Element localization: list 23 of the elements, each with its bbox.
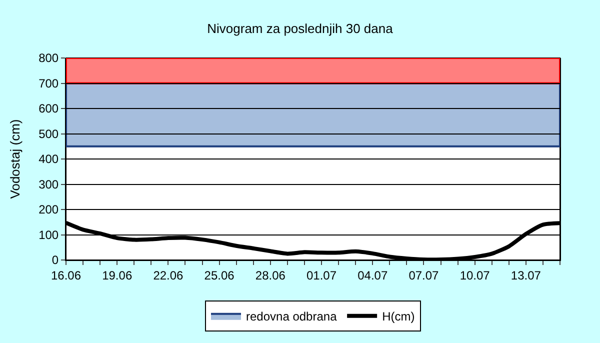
y-tick-label: 400 xyxy=(38,152,59,166)
y-tick-label: 500 xyxy=(38,126,59,141)
y-tick-label: 300 xyxy=(38,177,59,192)
x-tick-label: 07.07 xyxy=(408,268,440,282)
x-tick-label: 04.07 xyxy=(358,268,388,282)
x-tick-label: 25.06 xyxy=(204,268,235,282)
y-tick-label: 700 xyxy=(38,76,59,90)
x-tick-label: 16.06 xyxy=(50,268,82,282)
y-tick-label: 0 xyxy=(52,253,59,268)
x-tick-label: 13.07 xyxy=(510,268,542,282)
chart-title: Nivogram za poslednjih 30 dana xyxy=(207,21,394,36)
y-tick-label: 100 xyxy=(38,228,59,242)
x-tick-label: 22.06 xyxy=(153,268,184,282)
y-axis-title: Vodostaj (cm) xyxy=(8,119,23,199)
y-tick-label: 200 xyxy=(38,202,59,217)
legend-label: H(cm) xyxy=(382,310,415,324)
y-tick-label: 800 xyxy=(38,51,59,66)
y-tick-label: 600 xyxy=(38,102,59,116)
x-tick-label: 01.07 xyxy=(306,268,337,282)
x-tick-label: 28.06 xyxy=(255,268,286,282)
x-tick-label: 19.06 xyxy=(102,268,132,282)
x-tick-label: 10.07 xyxy=(460,268,490,282)
legend-label: redovna odbrana xyxy=(246,310,338,324)
